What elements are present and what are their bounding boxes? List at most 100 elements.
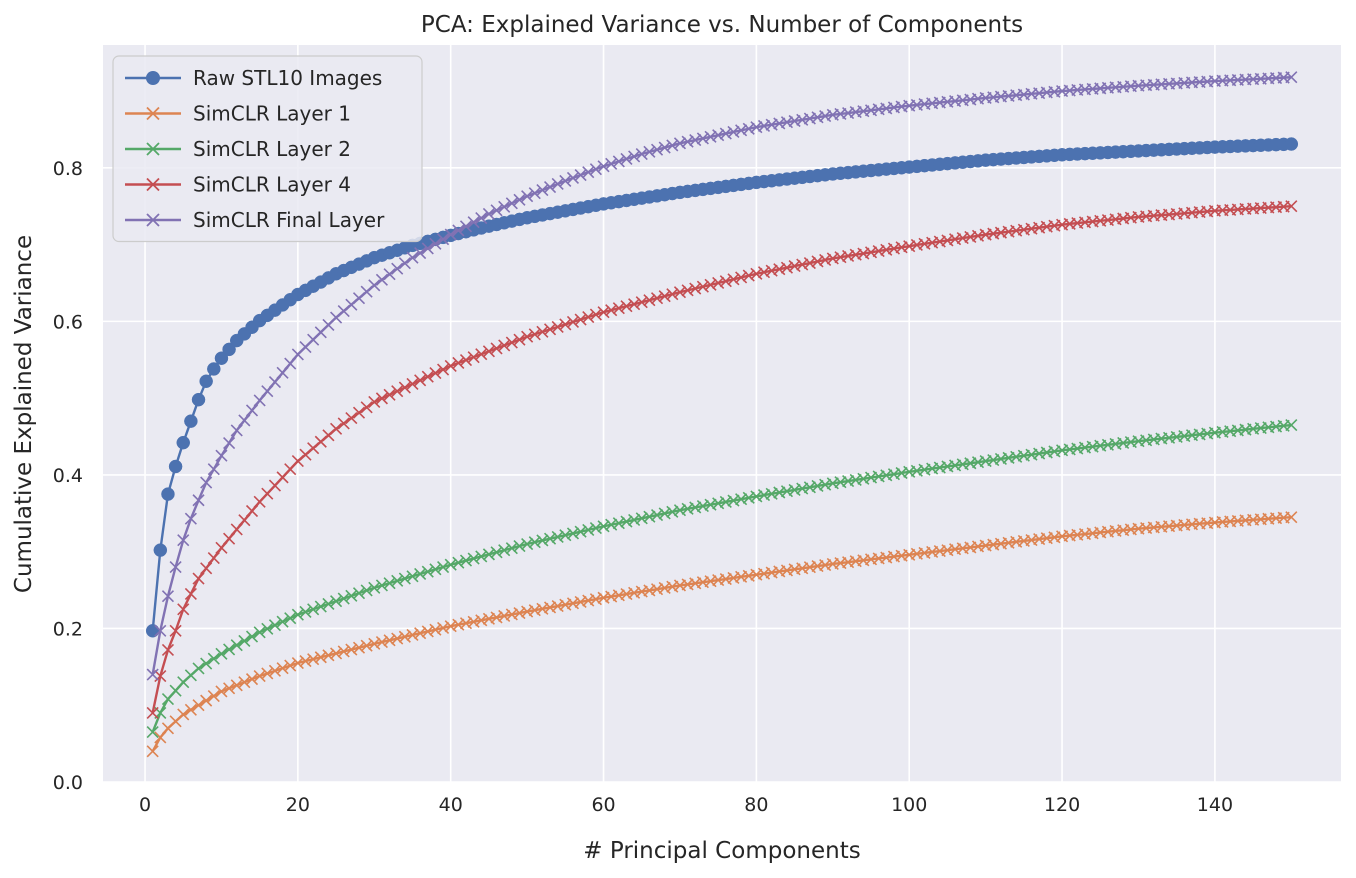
data-point [498,339,511,352]
data-point [330,311,343,324]
data-point [788,260,801,273]
data-point [521,330,534,343]
x-tick-label: 100 [891,794,927,816]
legend-label: Raw STL10 Images [193,66,382,90]
data-point [704,130,717,143]
data-point [284,612,297,625]
data-point [307,442,320,455]
data-point [154,624,167,637]
data-point [765,264,778,277]
data-point [742,122,755,135]
legend-entry: Raw STL10 Images [125,66,382,90]
data-point [689,282,702,295]
data-point [498,544,511,557]
data-point [704,278,717,291]
data-point [200,657,213,670]
data-point [459,617,473,630]
data-point [429,237,442,250]
data-point [681,284,694,297]
data-point [284,357,297,370]
data-point [230,639,243,652]
data-point [528,328,541,341]
data-point [597,160,610,173]
data-point [199,374,213,389]
data-point [207,689,220,703]
legend-box [112,55,423,243]
data-point [735,271,748,284]
data-point [635,512,648,525]
data-point [521,190,534,203]
data-point [375,635,388,649]
data-point [345,412,358,425]
data-point [605,304,618,317]
data-point [597,306,610,319]
legend: Raw STL10 Images SimCLR Layer 1 SimCLR Lay… [112,55,423,243]
data-point [719,275,732,288]
data-point [750,267,763,280]
x-tick-label: 40 [439,794,463,816]
data-point [811,255,824,268]
data-point [612,517,625,530]
data-point [574,168,587,182]
data-point [727,125,740,139]
data-point [238,414,251,427]
data-point [383,634,396,647]
data-point [177,534,190,547]
legend-entry: SimCLR Layer 2 [125,137,351,161]
tick-labels: 0 20 40 60 80 100 120 140 0.0 0.2 0.4 0.6 0.8 [53,158,1233,816]
data-point [414,374,427,387]
data-point [712,276,725,290]
data-point [245,404,259,417]
data-point [475,348,488,361]
data-point [605,157,618,170]
data-point [146,706,159,719]
data-point [337,592,350,605]
legend-swatch-marker [146,106,160,121]
data-point [161,590,175,603]
data-point [620,300,633,313]
x-tick-label: 60 [591,794,615,816]
data-point [536,184,549,197]
data-point [780,261,794,274]
data-point [375,392,388,405]
y-tick-label: 0.0 [53,772,83,794]
data-point [215,541,228,554]
data-point [406,377,419,391]
data-point [169,624,182,637]
data-point [643,510,656,523]
data-point [628,298,641,311]
data-point [177,708,190,721]
data-point [368,637,381,650]
data-point [223,682,236,695]
data-point [1285,418,1298,432]
legend-entry: SimCLR Layer 4 [125,173,351,197]
data-point [322,649,335,662]
data-point [230,523,243,536]
data-point [796,258,809,271]
data-point [819,253,832,267]
series-simclr-layer-1 [146,511,1298,758]
data-point [727,273,740,286]
data-point [628,150,641,163]
data-point [261,667,274,680]
data-point [437,233,450,246]
data-point [414,627,427,640]
data-point [444,558,457,571]
data-point [452,618,465,631]
data-point [452,556,465,569]
data-point [582,523,595,536]
data-point [482,548,495,561]
data-point [176,435,190,450]
data-point [398,630,411,643]
legend-entry: SimCLR Layer 1 [125,102,351,126]
data-point [330,595,343,608]
data-point [658,141,671,154]
data-point [467,615,480,628]
data-point [168,459,183,474]
legend-entry: SimCLR Final Layer [125,208,385,232]
data-point [391,574,404,587]
data-point [207,652,220,665]
data-point [582,166,595,179]
chart-title: PCA: Explained Variance vs. Number of Co… [421,12,1023,38]
data-point [207,463,220,476]
